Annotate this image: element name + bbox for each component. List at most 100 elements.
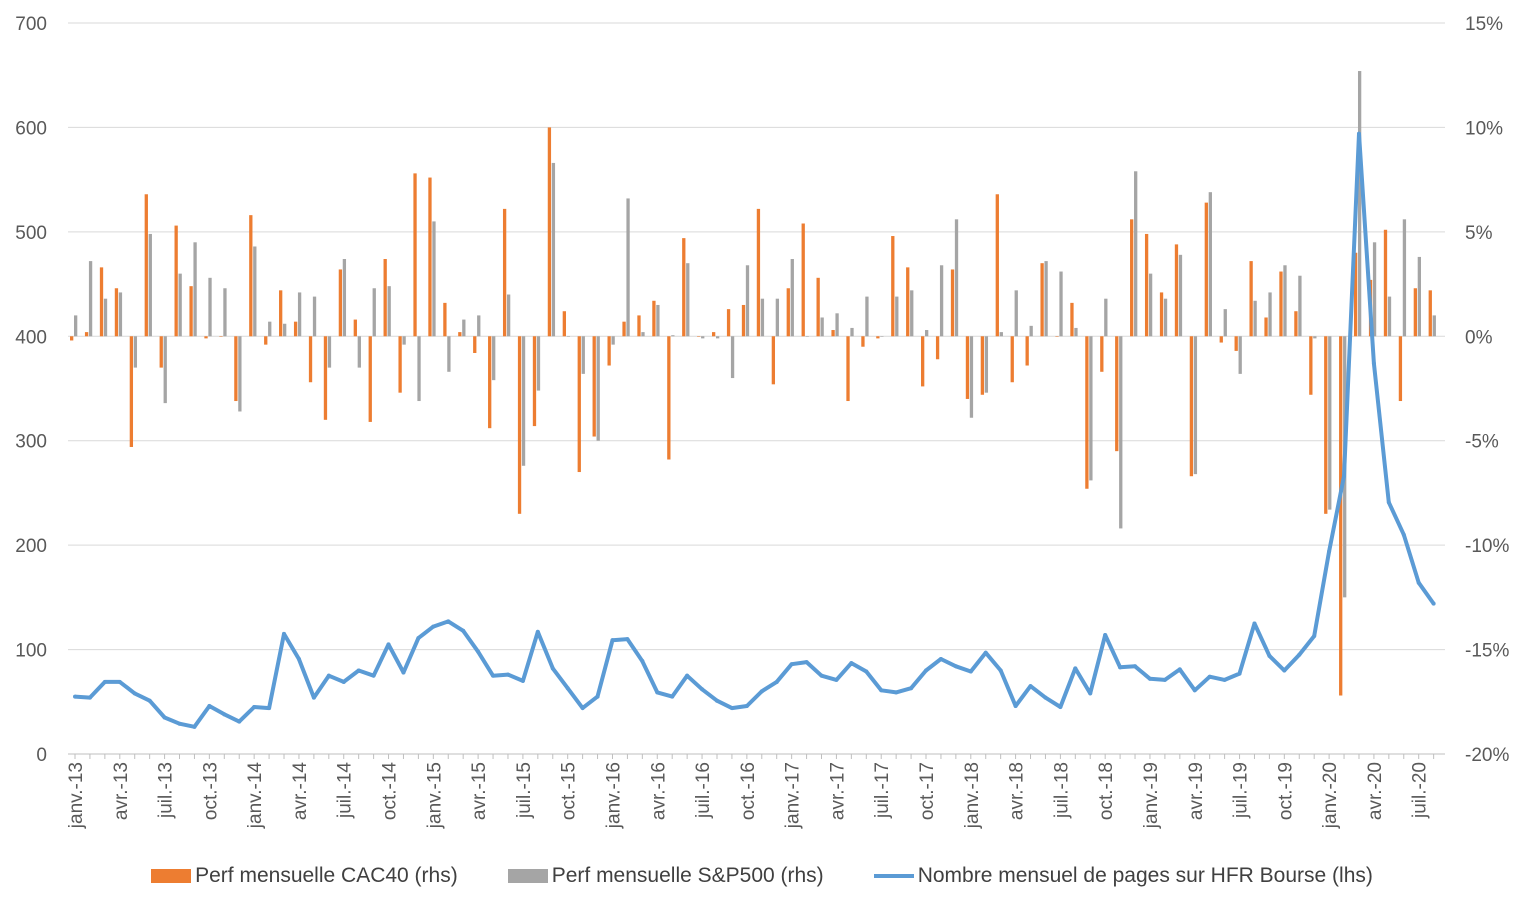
- bar-sp500: [1029, 325, 1033, 337]
- bar-sp500: [372, 288, 376, 337]
- x-axis-tick-label: juil.-15: [514, 762, 535, 819]
- bar-cac40: [502, 208, 507, 337]
- bar-cac40: [1234, 336, 1238, 351]
- bar-sp500: [492, 336, 496, 381]
- bar-cac40: [637, 315, 641, 337]
- bar-sp500: [1148, 273, 1153, 337]
- bar-cac40: [443, 302, 447, 337]
- line-point-pages-hfr: [222, 712, 227, 717]
- bar-cac40: [1159, 292, 1164, 337]
- bar-cac40: [741, 304, 746, 337]
- line-point-pages-hfr: [267, 706, 272, 711]
- bar-sp500: [1253, 300, 1257, 337]
- line-point-pages-hfr: [804, 660, 809, 665]
- bar-sp500: [865, 296, 869, 337]
- bar-sp500: [521, 336, 526, 466]
- x-axis-tick-label: avr.-15: [469, 762, 490, 820]
- bar-sp500: [1163, 298, 1168, 337]
- bar-sp500: [1104, 298, 1108, 337]
- bar-cac40: [114, 288, 119, 337]
- line-point-pages-hfr: [282, 631, 287, 636]
- line-point-pages-hfr: [87, 695, 92, 700]
- line-point-pages-hfr: [1297, 652, 1302, 657]
- line-point-pages-hfr: [1058, 705, 1063, 710]
- bar-cac40: [667, 336, 671, 460]
- right-axis-tick-label: 15%: [1465, 14, 1503, 35]
- line-point-pages-hfr: [1043, 695, 1048, 700]
- line-point-pages-hfr: [729, 706, 734, 711]
- bar-sp500: [850, 327, 854, 337]
- bar-sp500: [223, 288, 227, 337]
- right-axis-tick-label: -20%: [1465, 745, 1509, 766]
- line-point-pages-hfr: [1312, 633, 1317, 638]
- line-point-pages-hfr: [1356, 131, 1361, 136]
- line-point-pages-hfr: [789, 662, 794, 667]
- line-point-pages-hfr: [147, 698, 152, 703]
- bar-cac40: [1413, 288, 1417, 337]
- bar-sp500: [357, 336, 361, 368]
- legend-item-sp500[interactable]: Perf mensuelle S&P500 (rhs): [507, 864, 824, 888]
- bar-sp500: [566, 336, 570, 337]
- x-axis-tick-label: juil.-17: [872, 762, 893, 819]
- bar-cac40: [532, 336, 537, 427]
- line-point-pages-hfr: [909, 686, 914, 691]
- bar-sp500: [1238, 336, 1242, 374]
- bar-sp500: [447, 336, 451, 372]
- x-axis-tick-label: avr.-17: [827, 762, 848, 820]
- x-axis-tick-label: avr.-14: [290, 762, 311, 821]
- bar-cac40: [756, 208, 761, 337]
- bar-cac40: [816, 277, 820, 337]
- bar-sp500: [477, 315, 481, 337]
- left-axis-tick-label: 500: [15, 223, 47, 244]
- line-point-pages-hfr: [1028, 684, 1033, 689]
- x-axis-tick-label: oct.-18: [1096, 762, 1117, 820]
- bar-sp500: [1387, 296, 1392, 337]
- line-point-pages-hfr: [446, 619, 451, 624]
- line-point-pages-hfr: [1371, 361, 1376, 366]
- bar-cac40: [1324, 336, 1328, 514]
- legend-item-pages[interactable]: Nombre mensuel de pages sur HFR Bourse (…: [873, 864, 1373, 888]
- bar-cac40: [1264, 317, 1268, 337]
- bar-sp500: [253, 246, 257, 337]
- bar-cac40: [622, 321, 626, 337]
- line-point-pages-hfr: [520, 678, 525, 683]
- x-axis-tick-label: janv.-13: [66, 762, 87, 829]
- line-point-pages-hfr: [700, 687, 705, 692]
- right-axis-tick-label: -5%: [1465, 432, 1499, 453]
- bar-sp500: [596, 336, 600, 441]
- bar-cac40: [711, 332, 716, 337]
- bar-sp500: [1119, 336, 1123, 529]
- line-point-pages-hfr: [714, 698, 719, 703]
- x-axis-tick-label: janv.-19: [1141, 762, 1162, 829]
- line-point-pages-hfr: [625, 637, 630, 642]
- line-point-pages-hfr: [685, 673, 690, 678]
- bar-cac40: [413, 173, 417, 337]
- bar-cac40: [1144, 233, 1149, 337]
- bar-sp500: [312, 296, 317, 337]
- line-point-pages-hfr: [252, 705, 257, 710]
- bar-cac40: [697, 336, 701, 337]
- line-point-pages-hfr: [73, 694, 77, 699]
- line-point-pages-hfr: [924, 668, 929, 673]
- bar-sp500: [1328, 336, 1332, 510]
- x-axis-tick-label: oct.-19: [1275, 762, 1296, 820]
- line-point-pages-hfr: [983, 650, 988, 655]
- line-point-pages-hfr: [1342, 474, 1347, 479]
- line-point-pages-hfr: [580, 706, 585, 711]
- bar-sp500: [402, 336, 406, 345]
- line-point-pages-hfr: [476, 649, 481, 654]
- line-point-pages-hfr: [864, 669, 869, 674]
- line-point-pages-hfr: [774, 679, 779, 684]
- x-axis-tick-label: oct.-13: [200, 762, 221, 820]
- bar-sp500: [327, 336, 332, 368]
- bar-cac40: [219, 336, 223, 337]
- line-point-pages-hfr: [550, 666, 555, 671]
- bar-cac40: [99, 267, 104, 337]
- bar-cac40: [428, 177, 432, 337]
- bar-cac40: [1249, 261, 1253, 337]
- bar-sp500: [790, 259, 794, 337]
- line-point-pages-hfr: [491, 673, 496, 678]
- bar-sp500: [1074, 327, 1078, 337]
- legend-item-cac40[interactable]: Perf mensuelle CAC40 (rhs): [151, 864, 458, 888]
- line-point-pages-hfr: [1267, 653, 1272, 658]
